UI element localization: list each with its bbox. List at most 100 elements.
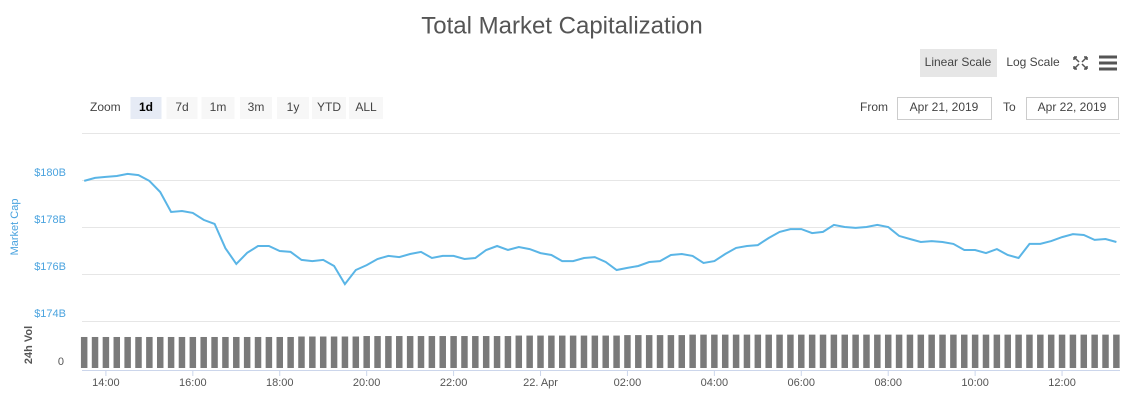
volume-bar bbox=[167, 336, 175, 368]
x-tick-label: 06:00 bbox=[788, 377, 816, 389]
from-label: From bbox=[860, 100, 888, 114]
zoom-button[interactable]: 1m bbox=[210, 100, 227, 114]
volume-bar bbox=[863, 334, 870, 368]
volume-bar bbox=[776, 334, 783, 368]
volume-bar bbox=[276, 336, 283, 368]
zoom-button[interactable]: YTD bbox=[317, 100, 341, 114]
volume-bar bbox=[211, 336, 218, 368]
scale-button[interactable]: Linear Scale bbox=[925, 55, 992, 69]
y2-tick-label: 0 bbox=[58, 356, 64, 368]
volume-bar bbox=[406, 336, 414, 368]
zoom-label: Zoom bbox=[90, 100, 121, 114]
x-tick-label: 22. Apr bbox=[523, 377, 558, 389]
x-tick-label: 16:00 bbox=[179, 377, 207, 389]
volume-bar bbox=[352, 336, 360, 368]
x-tick-label: 02:00 bbox=[614, 377, 642, 389]
zoom-button[interactable]: 7d bbox=[175, 100, 188, 114]
volume-bar bbox=[439, 336, 446, 368]
volume-bar bbox=[711, 334, 718, 368]
volume-bar bbox=[559, 335, 566, 368]
y-axis-title: Market Cap bbox=[9, 199, 21, 256]
volume-bar bbox=[721, 334, 729, 368]
zoom-button-bg bbox=[277, 97, 309, 119]
x-tick-label: 12:00 bbox=[1048, 377, 1076, 389]
volume-bar bbox=[461, 336, 468, 368]
to-input[interactable] bbox=[1026, 97, 1119, 120]
volume-bar bbox=[298, 336, 305, 368]
volume-bar bbox=[189, 336, 197, 368]
volume-bar bbox=[233, 336, 240, 368]
volume-bar bbox=[396, 336, 403, 368]
volume-bar bbox=[385, 336, 392, 368]
volume-bar bbox=[428, 336, 436, 368]
volume-bar bbox=[1102, 334, 1109, 368]
volume-bar bbox=[819, 334, 827, 368]
from-value: Apr 21, 2019 bbox=[910, 100, 979, 114]
x-tick-label: 20:00 bbox=[353, 377, 381, 389]
zoom-button[interactable]: ALL bbox=[355, 100, 377, 114]
volume-bar bbox=[1015, 334, 1022, 368]
volume-bar bbox=[961, 334, 968, 368]
volume-bar bbox=[624, 335, 631, 368]
y2-axis-title: 24h Vol bbox=[23, 326, 35, 364]
zoom-button-bg bbox=[201, 97, 235, 119]
volume-bar bbox=[319, 336, 327, 368]
volume-bar bbox=[178, 336, 186, 368]
scale-button[interactable]: Log Scale bbox=[1006, 55, 1060, 69]
volume-bar bbox=[309, 336, 316, 368]
volume-bar bbox=[830, 334, 838, 368]
volume-bar bbox=[993, 334, 1001, 368]
volume-bar bbox=[265, 336, 273, 368]
volume-bar bbox=[146, 336, 153, 368]
volume-bar bbox=[950, 334, 957, 368]
x-tick-label: 22:00 bbox=[440, 377, 468, 389]
x-tick-label: 14:00 bbox=[92, 377, 120, 389]
volume-bar bbox=[417, 336, 425, 368]
volume-bar bbox=[884, 334, 892, 368]
volume-bar bbox=[80, 336, 88, 368]
zoom-button[interactable]: 1d bbox=[139, 100, 153, 114]
chart-title: Total Market Capitalization bbox=[421, 12, 702, 39]
volume-bar bbox=[482, 336, 490, 368]
volume-bar bbox=[971, 334, 979, 368]
volume-bar bbox=[906, 334, 914, 368]
menu-icon[interactable] bbox=[1099, 55, 1117, 71]
volume-bar bbox=[982, 334, 990, 368]
volume-bar bbox=[689, 334, 696, 368]
zoom-button[interactable]: 1y bbox=[287, 100, 300, 114]
volume-bar bbox=[450, 336, 457, 368]
volume-bar bbox=[91, 336, 99, 368]
volume-bar bbox=[841, 334, 848, 368]
volume-bar bbox=[569, 335, 577, 368]
volume-bar bbox=[504, 336, 512, 368]
volume-bar bbox=[102, 336, 110, 368]
volume-bar bbox=[798, 334, 805, 368]
volume-bar bbox=[754, 334, 762, 368]
x-tick-label: 08:00 bbox=[874, 377, 902, 389]
volume-bar bbox=[363, 336, 370, 368]
volume-bar bbox=[1004, 334, 1011, 368]
volume-bar bbox=[580, 335, 588, 368]
volume-bar bbox=[917, 334, 925, 368]
scale-button-bg bbox=[920, 49, 997, 77]
volume-bar bbox=[537, 335, 544, 368]
volume-bar bbox=[787, 334, 794, 368]
zoom-button-bg bbox=[166, 97, 198, 119]
volume-bar bbox=[254, 336, 262, 368]
y-tick-label: $180B bbox=[34, 167, 66, 179]
volume-bar bbox=[591, 335, 599, 368]
zoom-button-bg bbox=[349, 97, 383, 119]
fullscreen-icon[interactable] bbox=[1073, 56, 1088, 70]
volume-bar bbox=[156, 336, 164, 368]
from-input[interactable] bbox=[897, 97, 992, 120]
volume-bar bbox=[1026, 334, 1033, 368]
volume-bar bbox=[1113, 334, 1120, 368]
volume-bar bbox=[645, 335, 653, 368]
volume-bar bbox=[1069, 334, 1077, 368]
volume-bar bbox=[330, 336, 338, 368]
zoom-button-bg bbox=[130, 97, 162, 119]
volume-bar bbox=[493, 336, 501, 368]
volume-bar bbox=[874, 334, 881, 368]
zoom-button[interactable]: 3m bbox=[248, 100, 265, 114]
